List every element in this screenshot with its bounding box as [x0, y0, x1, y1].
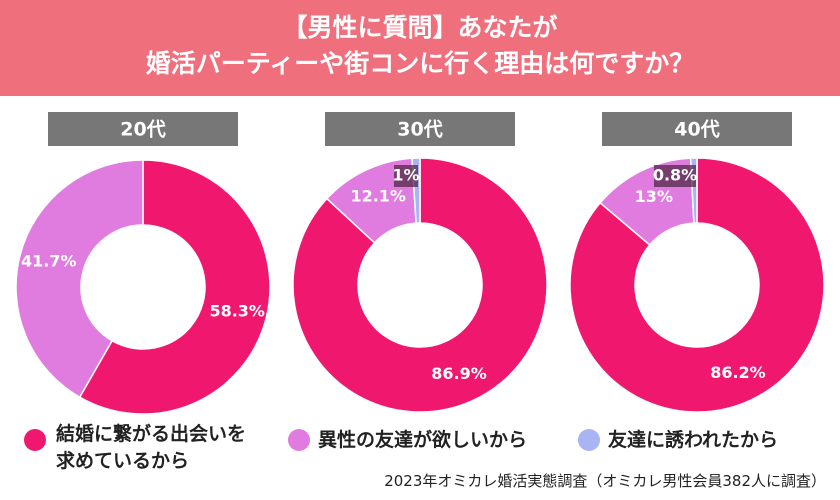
value-label: 58.3%: [209, 302, 265, 321]
donut-segment: [292, 157, 548, 413]
legend-label: 友達に誘われたから: [608, 429, 779, 451]
title-line: 【男性に質問】あなたが: [282, 13, 558, 42]
value-label: 1%: [392, 166, 419, 185]
donut-segment: [78, 159, 271, 415]
value-label: 12.1%: [350, 186, 406, 205]
label-bg: [654, 165, 696, 187]
value-label: 86.9%: [431, 364, 487, 383]
value-label: 41.7%: [21, 251, 77, 270]
legend-label: 結婚に繋がる出会いを求めているから: [56, 423, 247, 472]
label-bg: [394, 165, 418, 187]
donut-segment: [15, 159, 144, 399]
legend-swatch: [288, 429, 310, 451]
legend-label: 異性の友達が欲しいから: [318, 429, 528, 451]
value-label: 13%: [635, 187, 673, 206]
chart-header: [602, 112, 792, 146]
legend-swatch: [578, 429, 600, 451]
chart-title: 20代: [120, 119, 165, 141]
chart-header: [48, 112, 238, 146]
chart-header: [325, 112, 515, 146]
source-note: 2023年オミカレ婚活実態調査（オミカレ男性会員382人に調査）: [384, 472, 826, 490]
title-line: 婚活パーティーや街コンに行く理由は何ですか？: [145, 49, 695, 78]
legend-swatch: [24, 429, 46, 451]
chart-title: 30代: [397, 119, 442, 141]
value-label: 0.8%: [653, 166, 697, 185]
title-banner: 【男性に質問】あなたが 婚活パーティーや街コンに行く理由は何ですか？: [0, 0, 840, 96]
donut-segment: [569, 157, 825, 413]
value-label: 86.2%: [710, 363, 766, 382]
chart-title: 40代: [674, 119, 719, 141]
